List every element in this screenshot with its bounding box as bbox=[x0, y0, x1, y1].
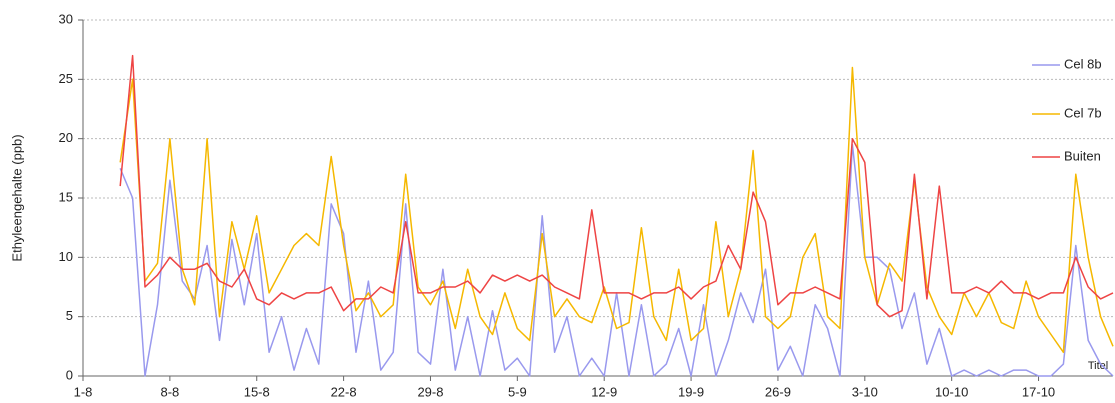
annotation: Titel bbox=[1088, 360, 1108, 372]
y-tick-label: 30 bbox=[59, 11, 73, 26]
x-tick-label: 26-9 bbox=[765, 384, 791, 399]
x-tick-label: 19-9 bbox=[678, 384, 704, 399]
legend: Cel 8b Cel 7b Buiten bbox=[1028, 55, 1112, 167]
legend-bg bbox=[1028, 147, 1112, 167]
y-tick-label: 15 bbox=[59, 189, 73, 204]
x-tick-label: 3-10 bbox=[852, 384, 878, 399]
x-tick-label: 29-8 bbox=[417, 384, 443, 399]
x-tick-label: 12-9 bbox=[591, 384, 617, 399]
series-line bbox=[119, 143, 1114, 377]
x-tick-label: 1-8 bbox=[74, 384, 93, 399]
x-tick-label: 5-9 bbox=[508, 384, 527, 399]
x-tick-label: 17-10 bbox=[1022, 384, 1055, 399]
legend-label: Buiten bbox=[1064, 148, 1101, 163]
series-line bbox=[119, 66, 1114, 354]
x-tick-label: 15-8 bbox=[244, 384, 270, 399]
y-tick-label: 25 bbox=[59, 71, 73, 86]
legend-bg bbox=[1028, 55, 1112, 75]
x-tick-label: 8-8 bbox=[160, 384, 179, 399]
x-tick-label: 10-10 bbox=[935, 384, 968, 399]
y-tick-label: 10 bbox=[59, 249, 73, 264]
x-tick-label: 22-8 bbox=[331, 384, 357, 399]
y-axis-label: Ethyleengehalte (ppb) bbox=[9, 134, 24, 261]
legend-label: Cel 8b bbox=[1064, 56, 1102, 71]
legend-bg bbox=[1028, 104, 1112, 124]
series-line bbox=[119, 54, 1114, 318]
y-tick-label: 20 bbox=[59, 130, 73, 145]
y-tick-label: 5 bbox=[66, 308, 73, 323]
y-tick-label: 0 bbox=[66, 367, 73, 382]
legend-label: Cel 7b bbox=[1064, 105, 1102, 120]
